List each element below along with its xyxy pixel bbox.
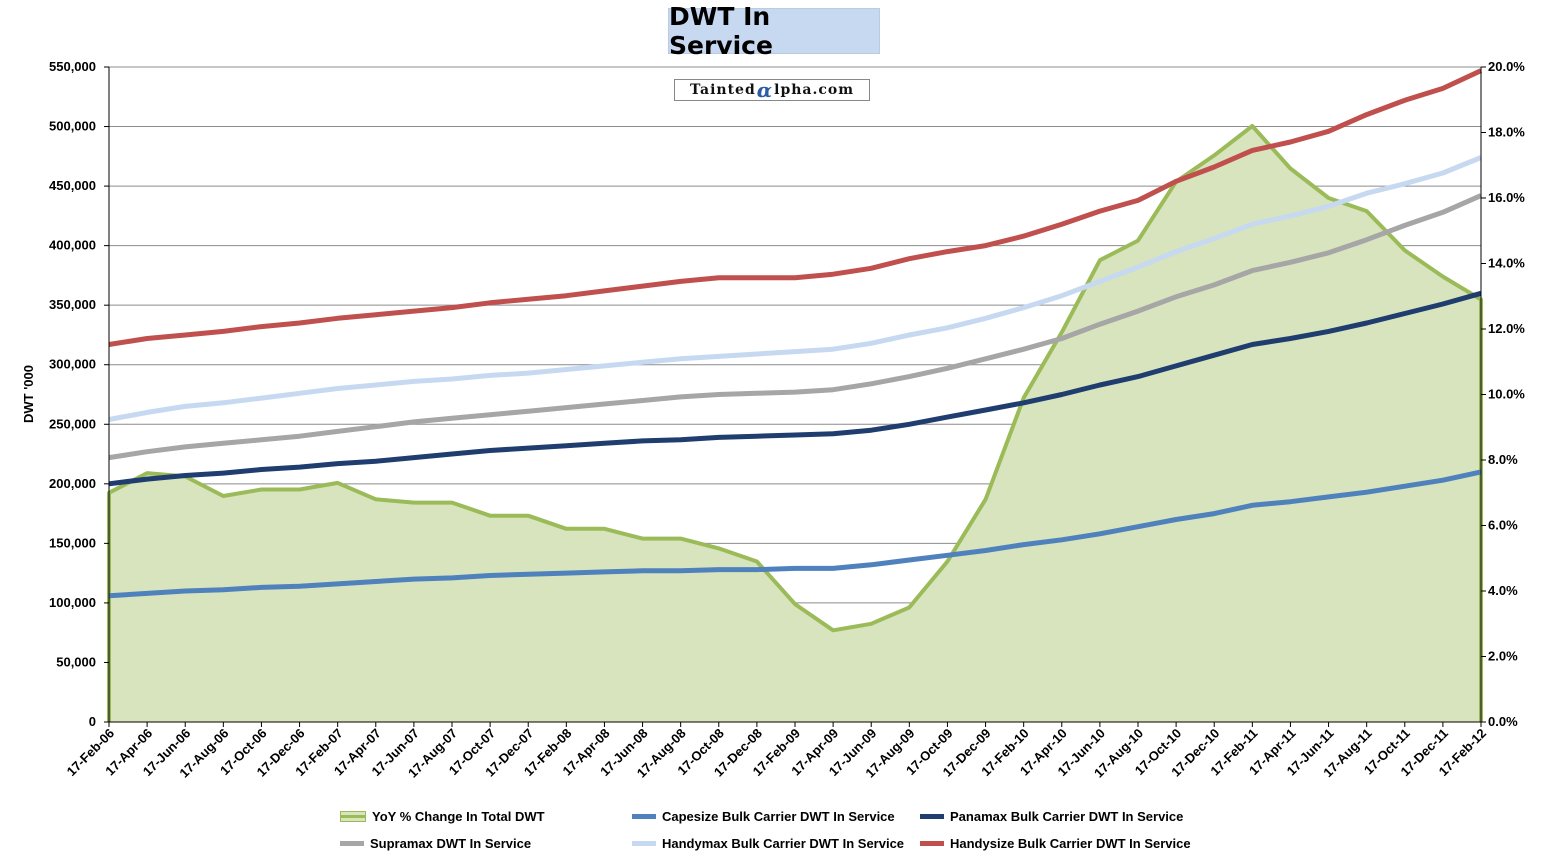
legend-swatch-handysize bbox=[920, 841, 944, 846]
y2-tick-label: 4.0% bbox=[1488, 583, 1518, 598]
y2-tick-label: 16.0% bbox=[1488, 190, 1525, 205]
legend-label-panamax: Panamax Bulk Carrier DWT In Service bbox=[950, 809, 1184, 824]
chart-title: DWT In Service bbox=[669, 2, 773, 60]
y2-tick-label: 20.0% bbox=[1488, 59, 1525, 74]
y-tick-label: 350,000 bbox=[49, 297, 96, 312]
legend-item-handymax: Handymax Bulk Carrier DWT In Service bbox=[632, 836, 904, 851]
y-tick-label: 450,000 bbox=[49, 178, 96, 193]
legend-item-handysize: Handysize Bulk Carrier DWT In Service bbox=[920, 836, 1191, 851]
y-tick-label: 200,000 bbox=[49, 476, 96, 491]
y-tick-label: 150,000 bbox=[49, 535, 96, 550]
y2-tick-label: 18.0% bbox=[1488, 125, 1525, 140]
yoy-area-fill bbox=[109, 126, 1481, 722]
y-tick-label: 400,000 bbox=[49, 238, 96, 253]
y2-tick-label: 12.0% bbox=[1488, 321, 1525, 336]
y-tick-label: 550,000 bbox=[49, 59, 96, 74]
legend-swatch-panamax bbox=[920, 814, 944, 819]
legend-item-capesize: Capesize Bulk Carrier DWT In Service bbox=[632, 809, 895, 824]
legend-label-capesize: Capesize Bulk Carrier DWT In Service bbox=[662, 809, 895, 824]
y2-tick-label: 8.0% bbox=[1488, 452, 1518, 467]
legend-label-handymax: Handymax Bulk Carrier DWT In Service bbox=[662, 836, 905, 851]
legend-item-supramax: Supramax DWT In Service bbox=[340, 836, 531, 851]
watermark-logo: Tainted α lpha.com bbox=[674, 78, 870, 102]
legend-label-supramax: Supramax DWT In Service bbox=[370, 836, 532, 851]
y2-tick-label: 10.0% bbox=[1488, 387, 1525, 402]
legend-label-yoy: YoY % Change In Total DWT bbox=[372, 809, 545, 824]
legend-item-yoy: YoY % Change In Total DWT bbox=[340, 809, 545, 824]
watermark-alpha: α bbox=[756, 78, 774, 102]
y-tick-label: 250,000 bbox=[49, 416, 96, 431]
watermark-suffix: lpha.com bbox=[774, 82, 855, 98]
y-tick-label: 300,000 bbox=[49, 357, 96, 372]
legend-swatch-handymax bbox=[632, 841, 656, 846]
y2-tick-label: 2.0% bbox=[1488, 649, 1518, 664]
y-axis-label: DWT '000 bbox=[21, 365, 36, 423]
legend-label-handysize: Handysize Bulk Carrier DWT In Service bbox=[950, 836, 1191, 851]
y-tick-label: 500,000 bbox=[49, 119, 96, 134]
legend-swatch-supramax bbox=[340, 841, 364, 846]
y-tick-label: 100,000 bbox=[49, 595, 96, 610]
y2-tick-label: 6.0% bbox=[1488, 518, 1518, 533]
legend-swatch-yoy bbox=[340, 811, 366, 822]
yoy-area-series bbox=[107, 124, 1483, 722]
y2-tick-label: 14.0% bbox=[1488, 256, 1525, 271]
watermark-prefix: Tainted bbox=[689, 82, 756, 98]
y2-tick-label: 0.0% bbox=[1488, 714, 1518, 729]
legend-swatch-capesize bbox=[632, 814, 656, 819]
y-tick-label: 50,000 bbox=[56, 654, 96, 669]
chart-legend: YoY % Change In Total DWT Capesize Bulk … bbox=[340, 806, 1240, 856]
dwt-line-series bbox=[108, 68, 1483, 599]
y-tick-label: 0 bbox=[89, 714, 96, 729]
chart-title-box: DWT In Service bbox=[668, 2, 880, 60]
legend-item-panamax: Panamax Bulk Carrier DWT In Service bbox=[920, 809, 1183, 824]
